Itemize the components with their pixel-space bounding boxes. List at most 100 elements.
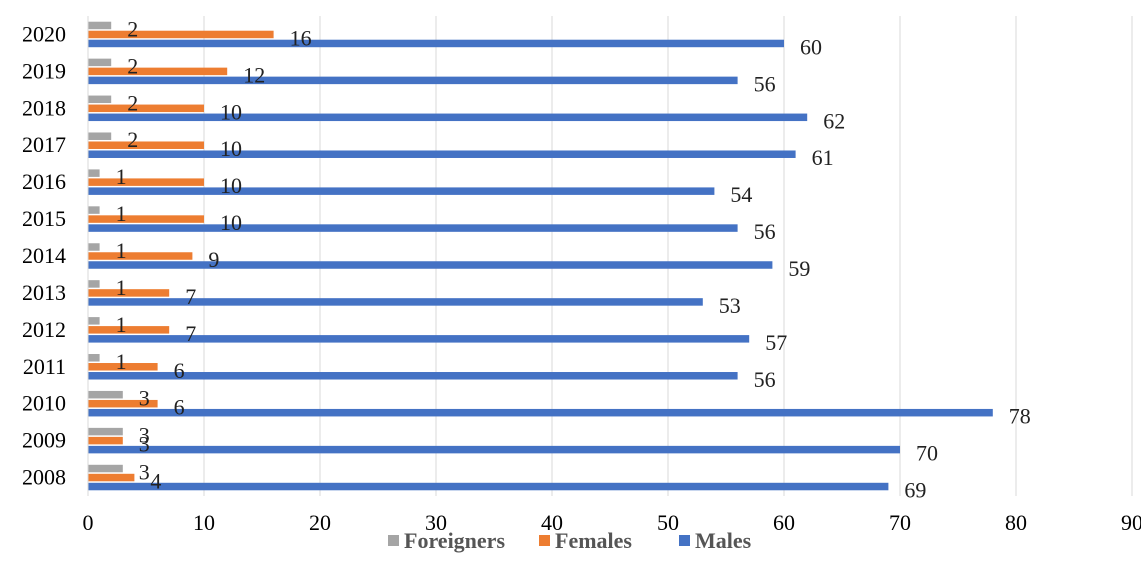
x-tick-label-60: 60 — [773, 510, 795, 535]
y-tick-label-2016: 2016 — [22, 169, 66, 194]
data-label-females-2013: 7 — [185, 284, 196, 309]
data-label-females-2012: 7 — [185, 321, 196, 346]
data-label-males-2012: 57 — [765, 330, 787, 355]
bar-foreigners-2008 — [88, 464, 123, 473]
bar-males-2010 — [88, 408, 993, 417]
data-label-foreigners-2014: 1 — [116, 238, 127, 263]
data-label-males-2008: 69 — [904, 478, 926, 503]
data-label-females-2014: 9 — [208, 247, 219, 272]
legend-label-males: Males — [695, 528, 752, 553]
bar-females-2020 — [88, 30, 274, 39]
bar-females-2009 — [88, 436, 123, 445]
bar-foreigners-2010 — [88, 390, 123, 399]
y-tick-label-2014: 2014 — [22, 243, 66, 268]
x-tick-label-80: 80 — [1005, 510, 1027, 535]
data-label-females-2015: 10 — [220, 210, 242, 235]
y-tick-label-2009: 2009 — [22, 428, 66, 453]
bar-males-2009 — [88, 445, 900, 454]
bars-group — [88, 21, 993, 491]
legend-swatch-females — [539, 535, 550, 546]
data-label-foreigners-2011: 1 — [116, 349, 127, 374]
bar-females-2017 — [88, 141, 204, 149]
bar-foreigners-2012 — [88, 317, 100, 325]
bar-foreigners-2016 — [88, 169, 100, 177]
data-label-males-2013: 53 — [719, 293, 741, 318]
y-tick-label-2013: 2013 — [22, 280, 66, 305]
x-tick-label-20: 20 — [309, 510, 331, 535]
bar-males-2013 — [88, 298, 703, 306]
x-tick-label-0: 0 — [83, 510, 94, 535]
bar-females-2013 — [88, 289, 170, 297]
legend-label-foreigners: Foreigners — [404, 528, 505, 553]
data-label-males-2016: 54 — [730, 182, 752, 207]
bar-females-2016 — [88, 178, 204, 186]
data-label-males-2018: 62 — [823, 108, 845, 133]
data-label-males-2019: 56 — [754, 71, 776, 96]
legend-swatch-males — [679, 535, 690, 546]
bar-males-2019 — [88, 76, 738, 85]
gridlines — [203, 16, 1133, 496]
data-label-foreigners-2017: 2 — [127, 127, 138, 152]
data-label-foreigners-2018: 2 — [127, 90, 138, 115]
data-label-males-2009: 70 — [916, 441, 938, 466]
data-label-foreigners-2015: 1 — [116, 201, 127, 226]
bar-females-2014 — [88, 252, 193, 260]
bar-females-2018 — [88, 104, 204, 113]
data-label-males-2010: 78 — [1009, 404, 1031, 429]
data-label-females-2016: 10 — [220, 173, 242, 198]
bar-foreigners-2009 — [88, 427, 123, 436]
x-tick-label-40: 40 — [541, 510, 563, 535]
data-label-males-2011: 56 — [754, 367, 776, 392]
data-label-foreigners-2010: 3 — [139, 386, 150, 411]
bar-males-2008 — [88, 482, 889, 491]
bar-foreigners-2013 — [88, 280, 100, 288]
bar-foreigners-2015 — [88, 206, 100, 214]
bar-foreigners-2018 — [88, 95, 112, 104]
data-label-foreigners-2013: 1 — [116, 275, 127, 300]
data-label-males-2020: 60 — [800, 34, 822, 59]
data-label-foreigners-2008: 3 — [139, 460, 150, 485]
bar-foreigners-2019 — [88, 58, 112, 67]
y-tick-label-2017: 2017 — [22, 132, 66, 157]
data-label-females-2020: 16 — [290, 25, 312, 50]
y-tick-label-2008: 2008 — [22, 465, 66, 490]
bar-foreigners-2020 — [88, 21, 112, 30]
data-label-males-2014: 59 — [788, 256, 810, 281]
bar-females-2011 — [88, 363, 158, 371]
bar-foreigners-2014 — [88, 243, 100, 251]
data-label-females-2010: 6 — [174, 395, 185, 420]
bar-females-2012 — [88, 326, 170, 334]
legend: Foreigners Females Males — [388, 528, 752, 553]
y-tick-label-2020: 2020 — [22, 21, 66, 46]
bar-foreigners-2011 — [88, 354, 100, 362]
data-label-males-2015: 56 — [754, 219, 776, 244]
data-label-foreigners-2009: 3 — [139, 423, 150, 448]
bar-males-2015 — [88, 224, 738, 232]
data-label-females-2009: 3 — [139, 432, 150, 457]
bar-females-2010 — [88, 399, 158, 408]
y-tick-label-2012: 2012 — [22, 317, 66, 342]
data-label-females-2011: 6 — [174, 358, 185, 383]
data-label-foreigners-2019: 2 — [127, 53, 138, 78]
bar-males-2011 — [88, 372, 738, 380]
bar-foreigners-2017 — [88, 132, 112, 140]
data-label-females-2019: 12 — [243, 62, 265, 87]
bar-males-2020 — [88, 39, 784, 48]
bar-females-2008 — [88, 473, 135, 482]
y-tick-label-2019: 2019 — [22, 58, 66, 83]
legend-label-females: Females — [555, 528, 632, 553]
bar-males-2014 — [88, 261, 773, 269]
y-tick-label-2018: 2018 — [22, 95, 66, 120]
axes: 0 10 20 30 40 50 60 70 80 90 2008 2009 2010 2011 2012 2… — [22, 16, 1141, 535]
data-label-foreigners-2012: 1 — [116, 312, 127, 337]
y-tick-label-2011: 2011 — [23, 354, 66, 379]
data-label-females-2017: 10 — [220, 136, 242, 161]
x-tick-label-30: 30 — [425, 510, 447, 535]
data-label-females-2008: 4 — [150, 469, 161, 494]
x-tick-label-90: 90 — [1121, 510, 1141, 535]
y-tick-label-2010: 2010 — [22, 391, 66, 416]
x-tick-label-50: 50 — [657, 510, 679, 535]
data-label-males-2017: 61 — [812, 145, 834, 170]
